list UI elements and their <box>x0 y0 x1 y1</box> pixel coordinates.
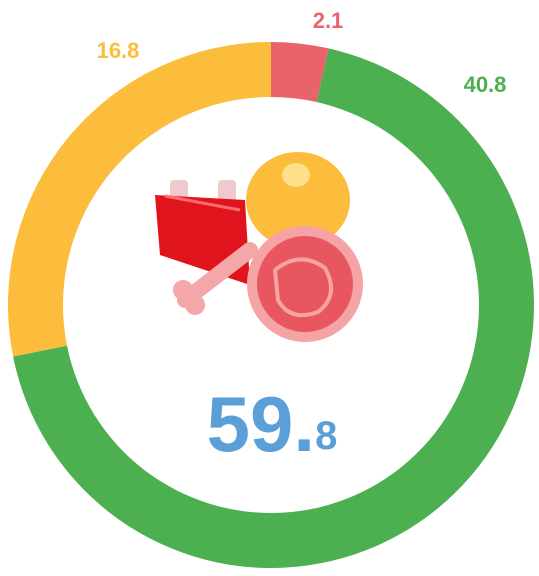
page: 16.840.82.1 59.8 (() => { const data = J… <box>0 0 539 576</box>
value-label: 2.1 <box>313 8 344 33</box>
value-label: 40.8 <box>464 72 507 97</box>
meat-illustration <box>155 152 363 342</box>
chart: 16.8 40.8 2.1 59.8 <box>0 0 539 576</box>
value-label: 16.8 <box>97 38 140 63</box>
center-label: 59.8 <box>207 380 338 468</box>
